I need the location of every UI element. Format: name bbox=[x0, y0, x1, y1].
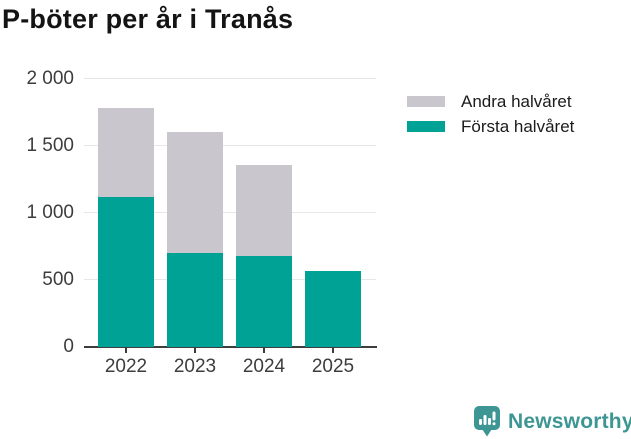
y-tick-label-500: 500 bbox=[42, 269, 74, 290]
legend-item-second-half: Andra halvåret bbox=[407, 89, 574, 114]
legend-item-first-half: Första halvåret bbox=[407, 114, 574, 139]
y-tick-label-1000: 1 000 bbox=[26, 202, 74, 223]
legend-swatch-second-half bbox=[407, 96, 445, 107]
x-tick-label-2022: 2022 bbox=[104, 356, 148, 377]
legend-swatch-first-half bbox=[407, 121, 445, 132]
bar-2022-second-half bbox=[98, 107, 154, 197]
newsworthy-logo-icon bbox=[474, 406, 500, 437]
x-tick-2024 bbox=[263, 347, 265, 353]
x-tick-label-2024: 2024 bbox=[242, 356, 286, 377]
legend: Andra halvåret Första halvåret bbox=[407, 89, 574, 139]
gridline-2000 bbox=[84, 78, 376, 79]
newsworthy-logo-text: Newsworthy bbox=[508, 409, 631, 433]
x-axis-line bbox=[84, 346, 377, 348]
bar-2023-second-half bbox=[167, 131, 223, 254]
bar-2023-first-half bbox=[167, 253, 223, 347]
x-tick-2022 bbox=[125, 347, 127, 353]
gridline-1500 bbox=[84, 145, 376, 146]
gridline-1000 bbox=[84, 212, 376, 213]
y-tick-label-0: 0 bbox=[63, 336, 74, 357]
x-tick-label-2025: 2025 bbox=[311, 356, 355, 377]
bar-2024-first-half bbox=[236, 255, 292, 347]
legend-label-second-half: Andra halvåret bbox=[461, 91, 572, 111]
gridline-500 bbox=[84, 279, 376, 280]
plot-area: 2022 2023 2024 2025 bbox=[84, 78, 377, 377]
x-tick-label-2023: 2023 bbox=[173, 356, 217, 377]
bar-2025-first-half bbox=[305, 271, 361, 347]
y-tick-label-2000: 2 000 bbox=[26, 68, 74, 89]
y-axis: 0 500 1 000 1 500 2 000 bbox=[0, 68, 74, 357]
y-tick-label-1500: 1 500 bbox=[26, 135, 74, 156]
newsworthy-logo[interactable]: Newsworthy bbox=[474, 406, 631, 437]
bar-2024-second-half bbox=[236, 164, 292, 256]
x-tick-2023 bbox=[194, 347, 196, 353]
bar-2022-first-half bbox=[98, 196, 154, 347]
x-tick-2025 bbox=[332, 347, 334, 353]
chart-title: P-böter per år i Tranås bbox=[2, 4, 294, 34]
legend-label-first-half: Första halvåret bbox=[461, 116, 575, 136]
